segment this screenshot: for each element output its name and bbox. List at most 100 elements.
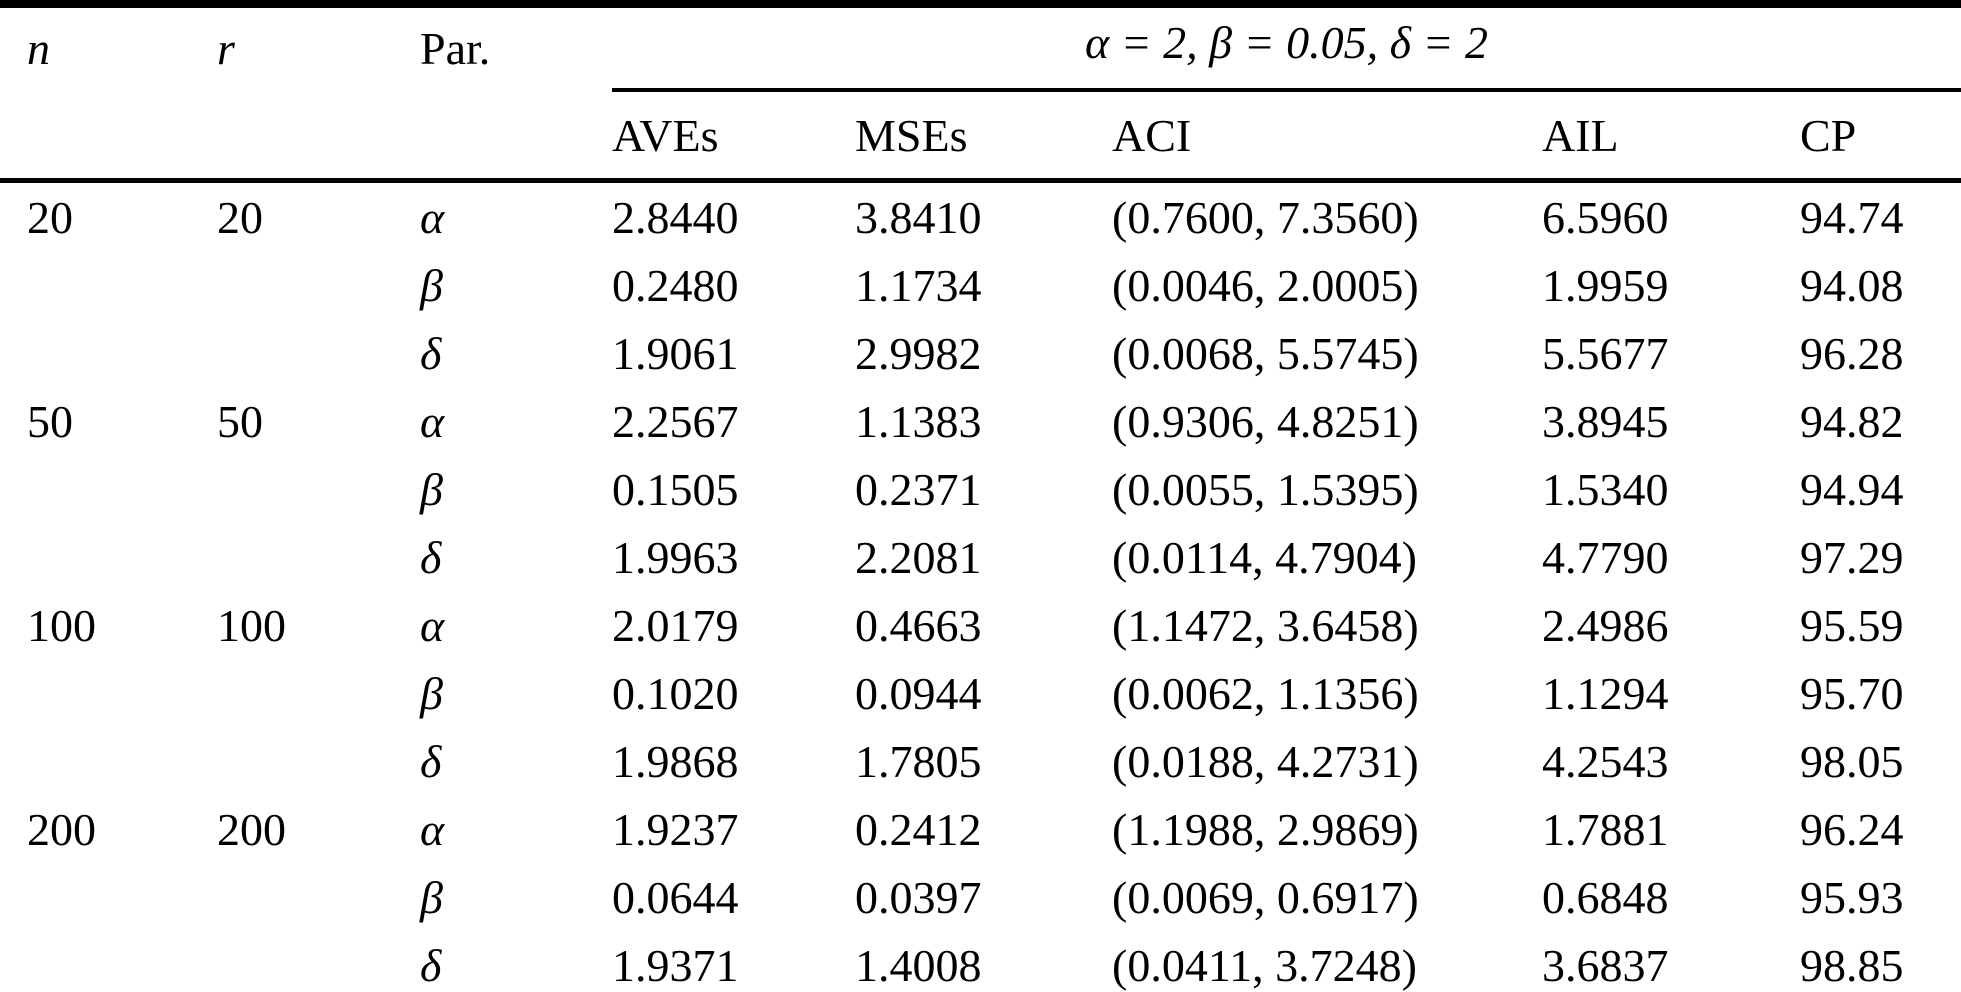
table-row: 20 20 α 2.8440 3.8410 (0.7600, 7.3560) 6… — [0, 181, 1961, 252]
cell-aci: (0.0046, 2.0005) — [1112, 259, 1419, 311]
cell-aves: 2.2567 — [612, 395, 739, 447]
cell-mses: 1.7805 — [855, 735, 982, 787]
cell-cp: 94.94 — [1800, 463, 1904, 515]
cell-r — [190, 523, 393, 591]
table-row: δ 1.9868 1.7805 (0.0188, 4.2731) 4.2543 … — [0, 727, 1961, 795]
table-row: β 0.2480 1.1734 (0.0046, 2.0005) 1.9959 … — [0, 251, 1961, 319]
cell-aci: (0.7600, 7.3560) — [1112, 191, 1419, 243]
cell-r — [190, 251, 393, 319]
cell-cp: 95.93 — [1800, 871, 1904, 923]
cell-r: 200 — [217, 803, 286, 855]
cell-mses: 0.2412 — [855, 803, 982, 855]
cell-mses: 0.0944 — [855, 667, 982, 719]
cell-aves: 1.9868 — [612, 735, 739, 787]
cell-cp: 98.85 — [1800, 939, 1904, 991]
cell-aves: 2.8440 — [612, 191, 739, 243]
cell-mses: 1.1734 — [855, 259, 982, 311]
cell-mses: 2.9982 — [855, 327, 982, 379]
cell-mses: 2.2081 — [855, 531, 982, 583]
cell-parameter: α — [420, 599, 445, 651]
cell-r — [190, 319, 393, 387]
table-row: β 0.1505 0.2371 (0.0055, 1.5395) 1.5340 … — [0, 455, 1961, 523]
cell-aci: (0.0411, 3.7248) — [1112, 939, 1417, 991]
cell-parameter: β — [420, 259, 443, 311]
cell-r — [190, 863, 393, 931]
cell-aci: (1.1472, 3.6458) — [1112, 599, 1419, 651]
column-header-par: Par. — [393, 4, 612, 183]
cell-r: 100 — [217, 599, 286, 651]
cell-n: 20 — [27, 191, 73, 243]
cell-aci: (0.0069, 0.6917) — [1112, 871, 1419, 923]
cell-aves: 1.9371 — [612, 939, 739, 991]
cell-parameter: δ — [420, 327, 442, 379]
cell-ail: 3.8945 — [1542, 395, 1669, 447]
cell-aci: (0.0188, 4.2731) — [1112, 735, 1419, 787]
table-row: 50 50 α 2.2567 1.1383 (0.9306, 4.8251) 3… — [0, 387, 1961, 455]
cell-n: 100 — [27, 599, 96, 651]
cell-mses: 0.4663 — [855, 599, 982, 651]
cell-aves: 1.9963 — [612, 531, 739, 583]
table-row: β 0.0644 0.0397 (0.0069, 0.6917) 0.6848 … — [0, 863, 1961, 931]
cell-n: 50 — [27, 395, 73, 447]
cell-ail: 1.1294 — [1542, 667, 1669, 719]
table-row: 100 100 α 2.0179 0.4663 (1.1472, 3.6458)… — [0, 591, 1961, 659]
table-row: δ 1.9963 2.2081 (0.0114, 4.7904) 4.7790 … — [0, 523, 1961, 591]
cell-cp: 95.70 — [1800, 667, 1904, 719]
cell-ail: 4.7790 — [1542, 531, 1669, 583]
cell-ail: 1.7881 — [1542, 803, 1669, 855]
table-row: β 0.1020 0.0944 (0.0062, 1.1356) 1.1294 … — [0, 659, 1961, 727]
cell-n — [0, 455, 190, 523]
column-header-r: r — [190, 4, 393, 183]
column-header-ail: AIL — [1542, 90, 1800, 183]
cell-aci: (0.0062, 1.1356) — [1112, 667, 1419, 719]
cell-mses: 1.1383 — [855, 395, 982, 447]
cell-mses: 0.2371 — [855, 463, 982, 515]
cell-cp: 94.74 — [1800, 191, 1904, 243]
cell-aves: 0.0644 — [612, 871, 739, 923]
cell-aci: (0.0068, 5.5745) — [1112, 327, 1419, 379]
cell-aci: (0.9306, 4.8251) — [1112, 395, 1419, 447]
cell-r — [190, 455, 393, 523]
cell-n — [0, 319, 190, 387]
column-header-n: n — [0, 4, 190, 183]
cell-n — [0, 727, 190, 795]
cell-mses: 3.8410 — [855, 191, 982, 243]
cell-ail: 5.5677 — [1542, 327, 1669, 379]
cell-aves: 1.9237 — [612, 803, 739, 855]
cell-parameter: β — [420, 463, 443, 515]
cell-parameter: α — [420, 395, 445, 447]
header-row-sub: AVEs MSEs ACI AIL CP — [0, 90, 1961, 183]
cell-parameter: β — [420, 667, 443, 719]
column-header-cp: CP — [1800, 90, 1961, 183]
cell-ail: 6.5960 — [1542, 191, 1669, 243]
header-row-top: n r Par. α = 2, β = 0.05, δ = 2 — [0, 4, 1961, 183]
cell-aves: 2.0179 — [612, 599, 739, 651]
cell-mses: 0.0397 — [855, 871, 982, 923]
cell-cp: 95.59 — [1800, 599, 1904, 651]
cell-aves: 0.1020 — [612, 667, 739, 719]
cell-aci: (0.0114, 4.7904) — [1112, 531, 1417, 583]
table-row: δ 1.9061 2.9982 (0.0068, 5.5745) 5.5677 … — [0, 319, 1961, 387]
cell-n — [0, 251, 190, 319]
cell-ail: 1.5340 — [1542, 463, 1669, 515]
cell-cp: 96.28 — [1800, 327, 1904, 379]
column-header-aci: ACI — [1112, 90, 1542, 183]
cell-ail: 2.4986 — [1542, 599, 1669, 651]
cell-aci: (1.1988, 2.9869) — [1112, 803, 1419, 855]
table-row: 200 200 α 1.9237 0.2412 (1.1988, 2.9869)… — [0, 795, 1961, 863]
cell-parameter: β — [420, 871, 443, 923]
column-header-mses: MSEs — [855, 90, 1112, 183]
cell-cp: 96.24 — [1800, 803, 1904, 855]
cell-r: 20 — [217, 191, 263, 243]
table-row: δ 1.9371 1.4008 (0.0411, 3.7248) 3.6837 … — [0, 931, 1961, 992]
cell-ail: 4.2543 — [1542, 735, 1669, 787]
cell-parameter: α — [420, 803, 445, 855]
cell-parameter: δ — [420, 735, 442, 787]
cell-n — [0, 523, 190, 591]
cell-parameter: δ — [420, 531, 442, 583]
cell-cp: 98.05 — [1800, 735, 1904, 787]
cell-aci: (0.0055, 1.5395) — [1112, 463, 1419, 515]
cell-cp: 94.82 — [1800, 395, 1904, 447]
